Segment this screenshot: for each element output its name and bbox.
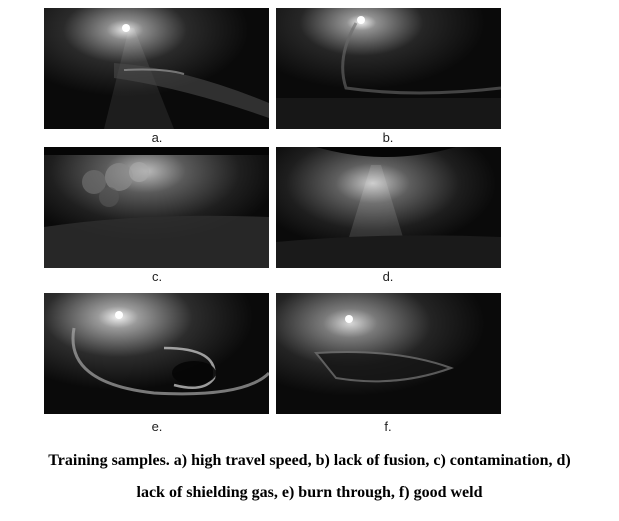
figure-caption-line-1: Training samples. a) high travel speed, … (48, 452, 571, 469)
panel-label-a: a. (151, 130, 163, 145)
figure-caption-line-2: lack of shielding gas, e) burn through, … (136, 484, 483, 501)
panel-label-c: c. (151, 269, 163, 284)
panel-label-e: e. (151, 419, 163, 434)
weld-image-f (276, 293, 501, 414)
weld-image-b (276, 8, 501, 129)
panel-label-b: b. (382, 130, 394, 145)
panel-label-f: f. (384, 419, 392, 434)
weld-image-c (44, 147, 269, 268)
panel-label-d: d. (382, 269, 394, 284)
weld-image-a (44, 8, 269, 129)
weld-image-e (44, 293, 269, 414)
weld-image-d (276, 147, 501, 268)
